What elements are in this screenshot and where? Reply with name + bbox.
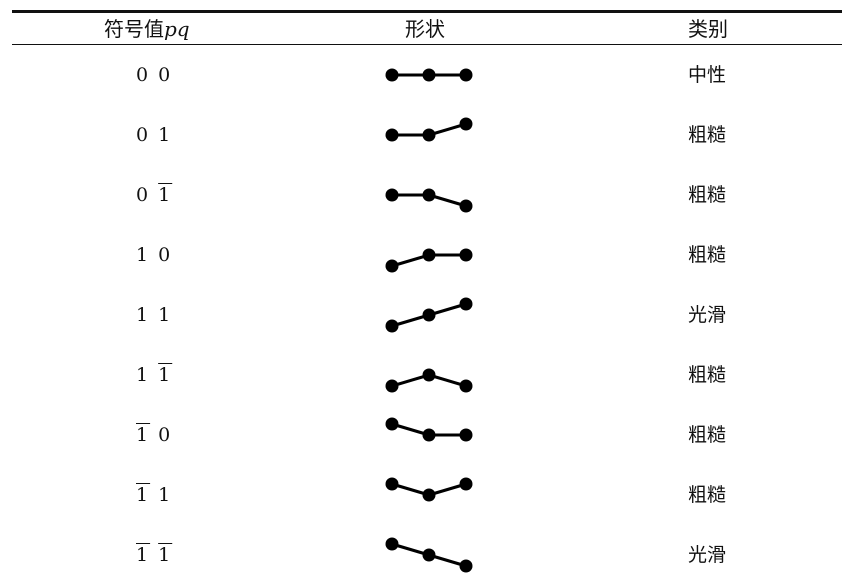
shape-dot bbox=[459, 559, 473, 573]
shape-dot bbox=[385, 259, 399, 273]
symbol-p: 0 bbox=[136, 124, 151, 146]
shape-glyph bbox=[385, 188, 473, 213]
symbol-cell: 1 0 bbox=[136, 423, 172, 447]
symbol-p: 0 bbox=[136, 64, 151, 86]
shape-dot bbox=[422, 68, 436, 82]
symbol-q: 0 bbox=[158, 244, 173, 266]
symbol-cell: 0 1 bbox=[136, 123, 172, 147]
category-cell: 粗糙 bbox=[688, 184, 727, 206]
category-cell: 光滑 bbox=[688, 544, 727, 566]
table-top-rule bbox=[12, 10, 842, 13]
shape-dot bbox=[422, 128, 436, 142]
shape-dot bbox=[385, 188, 399, 202]
shape-glyph bbox=[385, 477, 473, 502]
shape-glyph bbox=[385, 417, 473, 442]
category-cell: 光滑 bbox=[688, 304, 727, 326]
shape-dot bbox=[385, 319, 399, 333]
shape-glyph bbox=[385, 368, 473, 393]
symbol-q: 1 bbox=[158, 484, 173, 506]
symbol-q: 1 bbox=[158, 184, 173, 206]
symbol-p: 1 bbox=[136, 304, 151, 326]
symbol-cell: 1 1 bbox=[136, 303, 172, 327]
header-symbol-prefix: 符号值 bbox=[104, 17, 164, 41]
symbol-cell: 1 1 bbox=[136, 483, 172, 507]
shape-dot bbox=[422, 308, 436, 322]
symbol-q: 0 bbox=[158, 424, 173, 446]
symbol-q: 1 bbox=[158, 364, 173, 386]
shape-glyph bbox=[385, 537, 473, 573]
shape-dot bbox=[385, 128, 399, 142]
shape-dot bbox=[459, 117, 473, 131]
shape-dot bbox=[422, 248, 436, 262]
symbol-cell: 1 0 bbox=[136, 243, 172, 267]
shape-dot bbox=[422, 188, 436, 202]
shape-dot bbox=[459, 477, 473, 491]
symbol-p: 1 bbox=[136, 544, 151, 566]
shape-dot bbox=[459, 248, 473, 262]
shape-glyph bbox=[385, 117, 473, 142]
symbol-cell: 0 0 bbox=[136, 63, 172, 87]
header-rule bbox=[12, 44, 842, 45]
header-category: 类别 bbox=[688, 17, 728, 41]
symbol-q: 1 bbox=[158, 304, 173, 326]
category-cell: 粗糙 bbox=[688, 484, 727, 506]
shape-dot bbox=[422, 428, 436, 442]
shape-dot bbox=[385, 477, 399, 491]
symbol-p: 0 bbox=[136, 184, 151, 206]
shape-dot bbox=[385, 417, 399, 431]
shape-dot bbox=[422, 488, 436, 502]
category-cell: 粗糙 bbox=[688, 364, 727, 386]
symbol-q: 1 bbox=[158, 544, 173, 566]
shape-dot bbox=[385, 68, 399, 82]
shape-dot bbox=[459, 68, 473, 82]
shape-dot bbox=[385, 379, 399, 393]
shape-dot bbox=[459, 199, 473, 213]
shape-dot bbox=[422, 368, 436, 382]
symbol-p: 1 bbox=[136, 484, 151, 506]
symbol-cell: 0 1 bbox=[136, 183, 172, 207]
symbol-p: 1 bbox=[136, 244, 151, 266]
shape-glyph bbox=[385, 68, 473, 82]
category-cell: 中性 bbox=[688, 64, 727, 86]
symbol-cell: 1 1 bbox=[136, 543, 172, 567]
category-cell: 粗糙 bbox=[688, 244, 727, 266]
symbol-q: 1 bbox=[158, 124, 173, 146]
symbol-q: 0 bbox=[158, 64, 173, 86]
category-cell: 粗糙 bbox=[688, 424, 727, 446]
shape-dot bbox=[422, 548, 436, 562]
category-cell: 粗糙 bbox=[688, 124, 727, 146]
shape-dot bbox=[459, 428, 473, 442]
header-symbol: 符号值pq bbox=[104, 16, 190, 42]
symbol-p: 1 bbox=[136, 424, 151, 446]
shape-dot bbox=[385, 537, 399, 551]
shape-dot bbox=[459, 379, 473, 393]
shape-glyph bbox=[385, 248, 473, 273]
shape-glyph bbox=[385, 297, 473, 333]
symbol-cell: 1 1 bbox=[136, 363, 172, 387]
symbol-p: 1 bbox=[136, 364, 151, 386]
shape-dot bbox=[459, 297, 473, 311]
header-shape: 形状 bbox=[405, 17, 445, 41]
header-symbol-var: pq bbox=[164, 17, 190, 41]
